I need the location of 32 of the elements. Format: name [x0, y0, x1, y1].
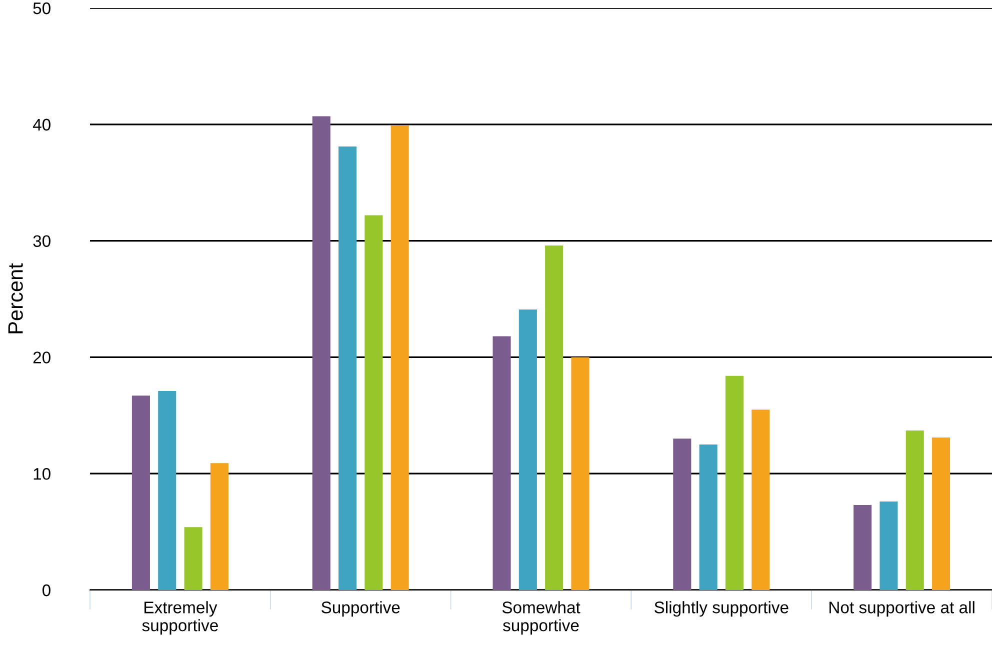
- bar: [725, 376, 744, 590]
- bar: [158, 390, 176, 590]
- y-tick-label: 50: [33, 2, 50, 14]
- y-tick-label: 10: [34, 468, 50, 480]
- bar: [184, 527, 202, 590]
- bar: [312, 116, 330, 590]
- bar: [364, 215, 383, 590]
- bar: [492, 336, 511, 590]
- bar: [932, 438, 950, 590]
- y-axis-title: Percent: [8, 263, 23, 334]
- bar: [518, 309, 537, 590]
- bar: [699, 444, 718, 590]
- bar: [854, 505, 872, 590]
- bar: [752, 410, 770, 590]
- bar: [880, 502, 898, 590]
- bar: [545, 245, 564, 590]
- bar: [390, 126, 409, 590]
- y-tick-label: 20: [33, 352, 50, 364]
- x-tick-label: Supportive: [322, 601, 400, 617]
- bar: [132, 396, 150, 590]
- y-tick-label: 40: [32, 118, 50, 131]
- x-tick-label: Not supportive at all: [830, 601, 974, 617]
- bar: [338, 146, 357, 590]
- x-tick-label: Slightly supportive: [654, 601, 788, 617]
- bar: [210, 463, 228, 590]
- x-tick-label: Extremely supportive: [142, 601, 218, 635]
- x-tick-label: Somewhat supportive: [502, 601, 580, 635]
- y-tick-label: 0: [42, 584, 50, 596]
- bar: [673, 438, 692, 590]
- bar: [571, 357, 590, 590]
- bar: [906, 430, 924, 590]
- y-tick-label: 30: [33, 235, 50, 248]
